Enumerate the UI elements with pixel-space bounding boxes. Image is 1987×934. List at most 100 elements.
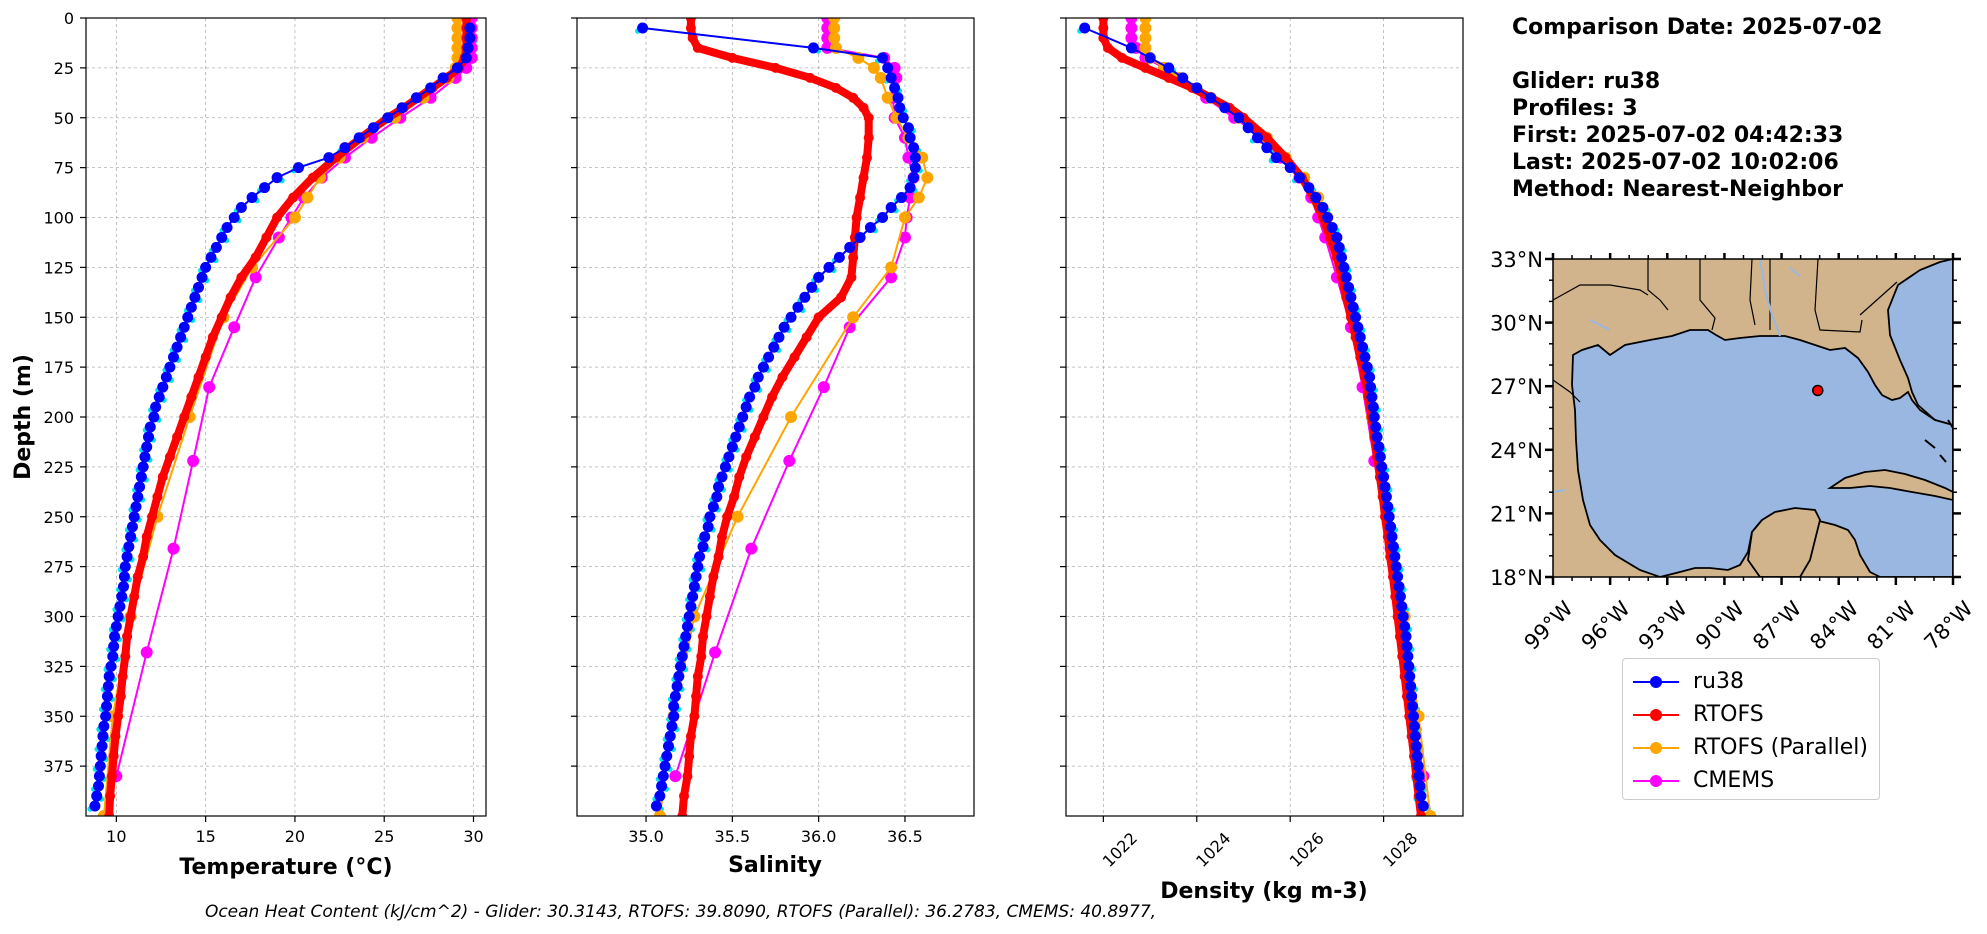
data-point — [733, 421, 745, 433]
data-point — [828, 31, 841, 44]
data-point — [95, 750, 107, 762]
x-tick-label: 1026 — [1286, 829, 1328, 871]
data-point — [152, 491, 163, 502]
x-tick-label: 35.0 — [628, 827, 664, 846]
legend-swatch — [1633, 771, 1679, 791]
salinity-panel — [577, 18, 974, 816]
data-point — [1367, 401, 1379, 413]
data-point — [692, 561, 704, 573]
data-point — [171, 341, 183, 353]
data-point — [98, 720, 110, 732]
data-point — [1144, 52, 1156, 64]
data-point — [178, 321, 190, 333]
data-point — [892, 92, 904, 104]
data-point — [898, 211, 911, 224]
data-point — [259, 182, 271, 194]
data-point — [307, 172, 318, 183]
data-point — [904, 191, 917, 204]
y-tick-label: 150 — [43, 308, 74, 327]
data-point — [731, 510, 744, 523]
y-tick-label: 375 — [43, 757, 74, 776]
data-point — [737, 411, 749, 423]
data-point — [688, 581, 700, 593]
data-point — [117, 671, 128, 682]
data-point — [125, 611, 136, 622]
data-point — [898, 231, 911, 244]
data-point — [789, 352, 800, 363]
data-point — [210, 241, 222, 253]
x-tick-label: 10 — [106, 827, 126, 846]
series-line-rtofs — [105, 18, 471, 816]
data-point — [758, 412, 769, 422]
data-point — [461, 18, 472, 23]
map-lat-label: 27°N — [1490, 375, 1543, 399]
data-point — [1125, 18, 1138, 24]
data-point — [889, 82, 901, 94]
data-point — [1387, 541, 1399, 553]
data-point — [172, 431, 183, 442]
data-point — [637, 22, 649, 34]
data-point — [1368, 411, 1380, 423]
data-point — [118, 581, 129, 593]
data-point — [148, 411, 160, 423]
data-point — [216, 231, 228, 243]
data-point — [1415, 811, 1426, 816]
data-point — [699, 531, 711, 543]
series-line-cmems — [1130, 18, 1425, 777]
data-point — [664, 730, 676, 742]
data-point — [687, 32, 698, 43]
data-point — [1383, 511, 1395, 523]
data-point — [685, 601, 697, 613]
data-point — [719, 461, 731, 473]
data-point — [100, 710, 112, 722]
data-point — [704, 511, 716, 523]
data-point — [1140, 62, 1151, 73]
map-lon-label: 87°W — [1748, 596, 1806, 654]
map-lat-label: 30°N — [1490, 312, 1543, 336]
y-tick-label: 275 — [43, 558, 74, 577]
data-point — [106, 771, 117, 782]
data-point — [119, 561, 131, 573]
data-point — [690, 571, 702, 583]
data-point — [671, 680, 683, 692]
data-point — [1317, 202, 1329, 214]
data-point — [1125, 31, 1138, 44]
data-point — [909, 152, 921, 164]
data-point — [125, 531, 137, 543]
data-point — [685, 18, 696, 23]
data-point — [1382, 501, 1394, 513]
data-point — [877, 52, 889, 64]
data-point — [110, 731, 121, 742]
data-point — [661, 750, 673, 762]
legend-item-rtofs-parallel: RTOFS (Parallel) — [1633, 731, 1869, 764]
data-point — [711, 491, 723, 503]
data-point — [1163, 72, 1174, 83]
data-point — [216, 312, 227, 323]
data-point — [874, 71, 887, 84]
x-tick-label: 1024 — [1192, 829, 1234, 871]
salinity-axis-label: Salinity — [728, 853, 822, 878]
data-point — [1139, 41, 1152, 54]
density-panel — [1066, 18, 1463, 816]
axes-layer: 10 15 20 25 30025507510012515017520022525027… — [43, 9, 1464, 871]
data-point — [410, 92, 422, 104]
data-point — [723, 451, 735, 463]
map-lat-label: 24°N — [1490, 439, 1543, 463]
data-point — [250, 252, 261, 263]
data-point — [863, 132, 874, 143]
y-tick-label: 125 — [43, 258, 74, 277]
data-point — [1177, 72, 1189, 84]
legend-swatch — [1633, 738, 1679, 758]
data-point — [102, 680, 114, 692]
data-point — [785, 311, 797, 323]
data-point — [103, 670, 115, 682]
data-point — [828, 21, 841, 34]
data-point — [167, 542, 180, 555]
data-point — [179, 412, 190, 422]
data-point — [1361, 361, 1373, 373]
data-point — [1338, 261, 1350, 273]
data-point — [757, 361, 769, 373]
data-point — [1407, 700, 1419, 712]
data-point — [225, 292, 236, 303]
data-point — [150, 401, 162, 413]
